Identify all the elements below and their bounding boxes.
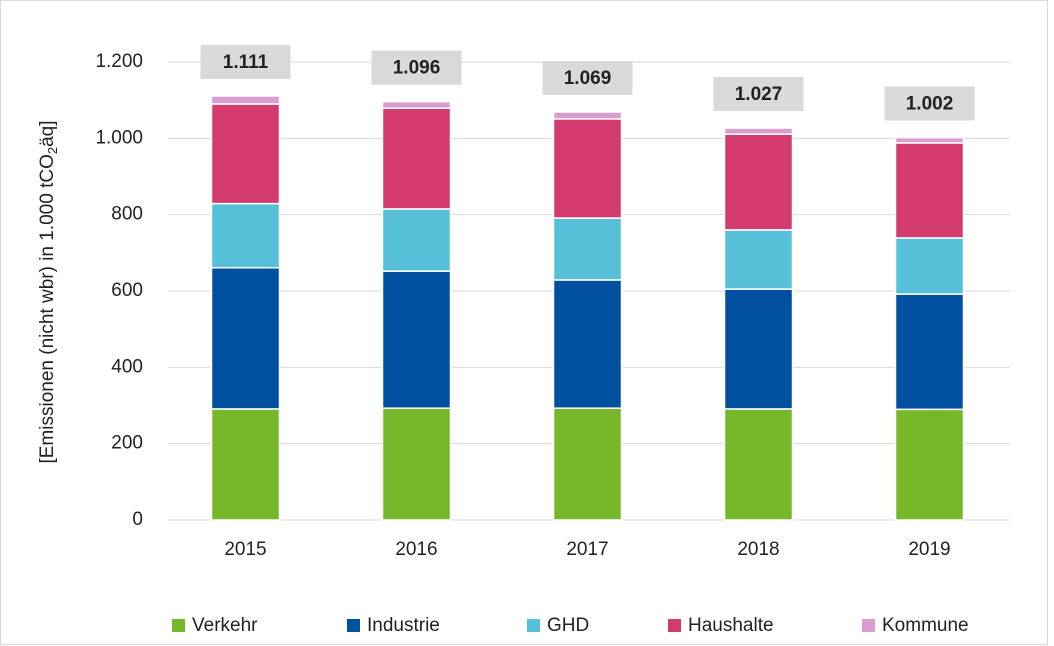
y-tick-label: 600 [111,280,143,301]
bar-segment [381,208,452,272]
bar-segment [381,270,452,409]
y-label-part: äq] [37,120,58,146]
total-label: 1.027 [735,84,783,105]
legend-swatch [347,619,360,632]
bar-segment [723,408,794,521]
total-label-box [371,50,462,85]
y-tick-label: 400 [111,356,143,377]
bar-segment [894,136,965,144]
total-label: 1.096 [393,58,441,79]
legend-swatch [862,619,875,632]
bar-segment [210,266,281,410]
x-tick-label: 2016 [395,539,437,560]
legend-swatch [172,619,185,632]
x-tick-label: 2019 [908,539,950,560]
legend-swatch [668,619,681,632]
bar-segment [552,217,623,281]
bar-segment [381,407,452,521]
legend-label: Haushalte [688,615,774,636]
bar-segment [552,407,623,521]
x-tick-label: 2015 [224,539,266,560]
bar-segment [381,107,452,210]
x-tick-label: 2017 [566,539,608,560]
y-tick-label: 200 [111,433,143,454]
bar-segment [723,133,794,231]
bar-segment [552,118,623,219]
total-label-box [713,77,804,112]
x-tick-label: 2018 [737,539,779,560]
bar-segment [210,202,281,269]
bar-segment [894,408,965,521]
legend-label: Verkehr [192,615,258,636]
y-tick-label: 0 [132,509,143,530]
legend-label: GHD [547,615,589,636]
y-axis-label: [Emissionen (nicht wbr) in 1.000 tCO2äq] [37,120,60,463]
legend-label: Kommune [882,615,969,636]
total-label-box [542,60,633,95]
bar-segment [723,288,794,410]
bar-segment [894,142,965,239]
legend-label: Industrie [367,615,440,636]
y-tick-label: 800 [111,204,143,225]
bar-segment [210,95,281,105]
bar-segment [723,229,794,290]
bar-segment [723,127,794,135]
y-label-part: [Emissionen (nicht wbr) in 1.000 tCO [37,154,58,463]
bar-segment [210,408,281,521]
bar-segment [381,100,452,109]
bar-segment [894,293,965,411]
y-label-sub: 2 [45,147,60,154]
y-tick-label: 1.000 [95,127,143,148]
legend-swatch [527,619,540,632]
total-label-box [884,86,975,121]
total-label: 1.069 [564,68,612,89]
bar-segment [894,237,965,295]
bar-segment [552,111,623,120]
total-label: 1.002 [906,94,954,115]
bar-segment [552,279,623,409]
bar-segment [210,103,281,205]
total-label: 1.111 [223,52,269,73]
y-tick-label: 1.200 [95,51,143,72]
total-label-box [200,44,291,79]
